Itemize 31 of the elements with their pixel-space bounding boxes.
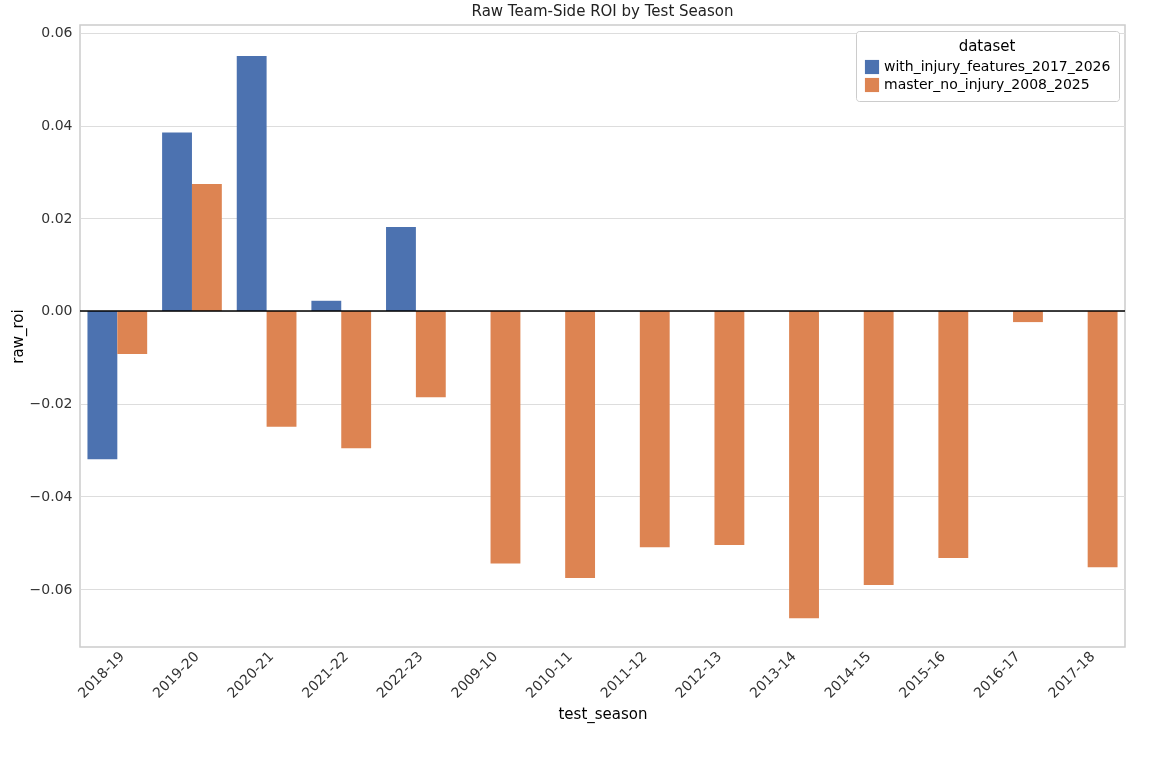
bar [386, 227, 416, 311]
y-tick-label: 0.02 [41, 209, 73, 226]
y-tick-label: 0.04 [41, 117, 73, 134]
bar [639, 310, 670, 548]
bar [236, 56, 267, 311]
bar [1013, 310, 1043, 323]
y-tick-label: 0.06 [41, 24, 73, 41]
legend-title: dataset [958, 37, 1016, 55]
y-tick-label: 0.00 [41, 302, 73, 319]
y-tick-label: −0.02 [29, 395, 73, 412]
y-tick-label: −0.06 [29, 580, 73, 597]
bar [266, 310, 297, 427]
legend-label: master_no_injury_2008_2025 [884, 76, 1090, 92]
bar [938, 310, 969, 559]
y-axis-title: raw_roi [8, 309, 28, 364]
bar [87, 310, 118, 460]
chart-title: Raw Team-Side ROI by Test Season [471, 2, 734, 20]
bar [162, 132, 192, 311]
x-axis-title: test_season [558, 704, 648, 724]
legend-label: with_injury_features_2017_2026 [884, 58, 1111, 74]
bar [191, 183, 222, 311]
bar [117, 310, 148, 355]
y-tick-label: −0.04 [29, 487, 73, 504]
bar [490, 310, 521, 564]
bar [789, 310, 819, 619]
bar [341, 310, 372, 449]
bar [1087, 310, 1118, 568]
bar [415, 310, 446, 398]
bar [714, 310, 745, 546]
bar [863, 310, 894, 585]
bar [565, 310, 596, 578]
